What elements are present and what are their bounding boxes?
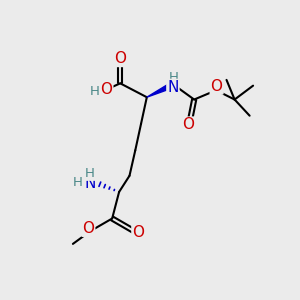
Text: H: H [73, 176, 82, 189]
Text: H: H [89, 85, 99, 98]
Text: H: H [169, 71, 179, 84]
Polygon shape [147, 82, 175, 97]
Text: O: O [211, 79, 223, 94]
Text: O: O [114, 51, 126, 66]
Text: O: O [82, 221, 94, 236]
Text: O: O [132, 225, 144, 240]
Text: O: O [182, 117, 194, 132]
Text: H: H [85, 167, 95, 180]
Text: N: N [167, 80, 178, 95]
Text: O: O [100, 82, 112, 97]
Text: N: N [85, 176, 96, 190]
